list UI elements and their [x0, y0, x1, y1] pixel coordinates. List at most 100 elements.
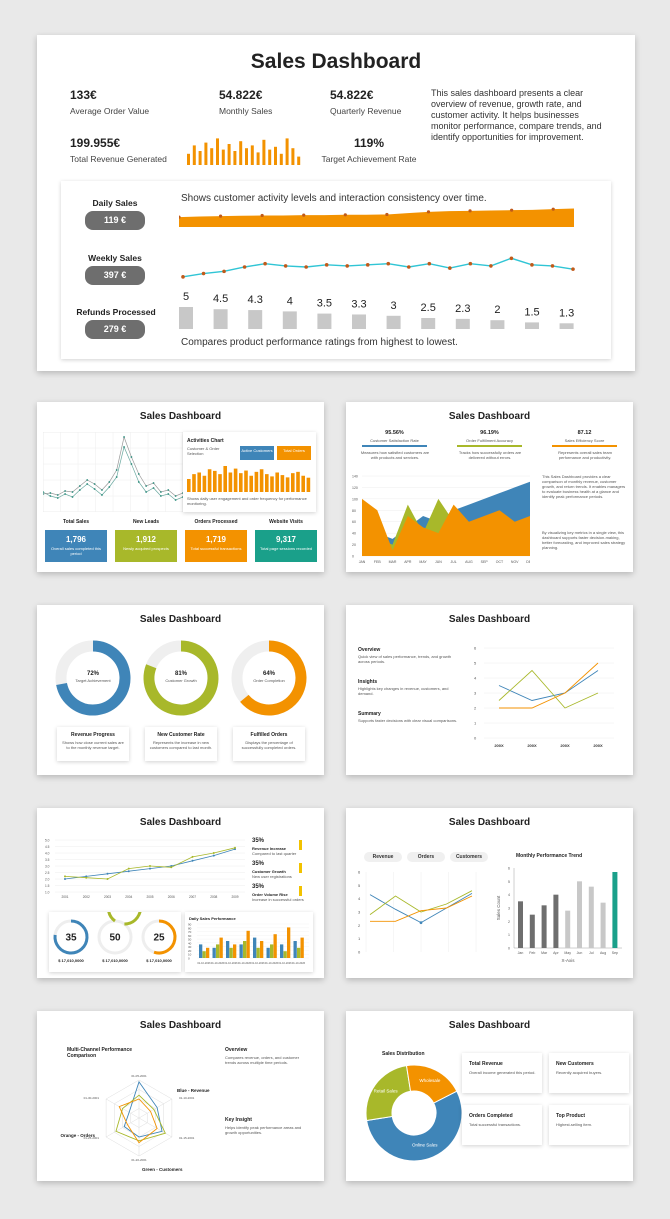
slice-label: Online Sales: [412, 1142, 438, 1147]
daily-point: [385, 212, 389, 217]
kpi-marker: [299, 840, 302, 850]
series-point: [93, 488, 96, 490]
x-label: 01-10-2026: [278, 961, 292, 965]
series-point: [85, 876, 88, 879]
stat-card: [185, 530, 247, 562]
mini-bar: [204, 142, 208, 165]
month-label: SEP: [481, 560, 489, 564]
slide-3[interactable]: Sales Dashboard 140 120 100 80 60 40 20 0 JAN FEB…: [346, 402, 633, 572]
total-orders-button[interactable]: Total Orders: [277, 446, 311, 460]
daily-sales-value: 119 €: [85, 211, 145, 230]
series-point: [145, 491, 148, 493]
slide-9[interactable]: Sales Dashboard Sales Distribution Onlin…: [346, 1011, 633, 1181]
tab-orders[interactable]: Orders: [407, 852, 445, 862]
y-tick: 0: [508, 947, 510, 951]
card-text: Highest-selling item.: [556, 1122, 593, 1127]
trend-bar: [553, 894, 559, 948]
donut-slice: [405, 1064, 458, 1104]
stat-label: New Leads: [132, 519, 160, 525]
bar: [206, 947, 210, 958]
donut-value: 72%: [87, 671, 100, 677]
card-text: Displays the percentage of successfully …: [241, 740, 297, 750]
x-label: 2005: [146, 895, 153, 899]
mini-bar: [227, 144, 231, 165]
bar: [300, 937, 304, 958]
slide-6[interactable]: Sales Dashboard 5.0 4.5 4.0 3.5 3.0 2.5 2.0 1.5…: [37, 808, 324, 978]
refund-bar: [213, 309, 228, 329]
info-card: [233, 727, 305, 761]
series-point: [86, 483, 89, 485]
y-tick: 80: [352, 509, 356, 513]
kpi-text: Compared to last quarter: [252, 851, 297, 856]
card-text: Overall income generated this period.: [469, 1070, 536, 1075]
stat-value: 9,317: [275, 535, 297, 544]
donut-arc: [240, 640, 307, 716]
slide-8[interactable]: Sales Dashboard Multi-Channel Performanc…: [37, 1011, 324, 1181]
slide-5[interactable]: Sales Dashboard 6 5 4 3 2 1 0 200X 200X 200X 200X …: [346, 605, 633, 775]
daily-caption: Shows customer activity levels and inter…: [181, 193, 487, 204]
refund-label: 3.5: [317, 298, 332, 310]
radar-date: 01-10-2001: [179, 1096, 195, 1100]
bar: [283, 951, 287, 958]
gauge-arc: [107, 912, 142, 926]
trend-bar: [588, 886, 594, 948]
tab-revenue[interactable]: Revenue: [364, 852, 402, 862]
series-point: [78, 485, 81, 487]
refund-label: 4: [287, 295, 293, 307]
slide-title: Sales Dashboard: [448, 817, 531, 828]
y-tick: 4: [358, 896, 361, 901]
donut-arc: [143, 640, 219, 716]
weekly-line: [182, 257, 574, 278]
refunds-bar-chart: 5 4.5 4.3 4 3.5 3.3 3 2.5 2.3 2 1.5 1.3: [179, 291, 574, 329]
activity-bar: [187, 479, 191, 492]
kpi-monthly-sales: 54.822€ Monthly Sales: [219, 88, 273, 116]
sales-panel: Daily Sales 119 € Shows customer activit…: [61, 181, 611, 359]
info-card: [145, 727, 217, 761]
kpi-text: Increase in successful orders: [252, 897, 304, 902]
activity-bar: [291, 473, 295, 492]
series-point: [86, 479, 89, 481]
series-point: [106, 878, 109, 880]
y-tick: 0: [352, 555, 354, 559]
x-label: 01-10-2026: [292, 961, 306, 965]
active-customers-button[interactable]: Active Customers: [240, 446, 274, 460]
slide-7[interactable]: Sales Dashboard 6 5 4 3 2 1 0 Monthly Performa…: [346, 808, 633, 978]
donut-arc: [56, 640, 131, 716]
x-label: Mar: [541, 951, 548, 955]
month-label: NOV: [511, 560, 519, 564]
daily-point: [510, 208, 514, 212]
donut-value: 64%: [263, 671, 276, 677]
slide-2[interactable]: Sales Dashboard Activities Chart Custome…: [37, 402, 324, 572]
stat-card: [115, 530, 177, 562]
line-chart: 6 5 4 3 2 1 0: [358, 870, 477, 955]
bar: [212, 947, 216, 958]
card-title: Total Revenue: [469, 1061, 503, 1067]
y-tick: 50: [188, 938, 192, 942]
slide-4[interactable]: Sales Dashboard 72% Target Achievement 81%…: [37, 605, 324, 775]
kpi-text: New user registrations: [252, 874, 292, 879]
slide-1[interactable]: Sales Dashboard 133€ Average Order Value…: [37, 35, 635, 371]
trend-bar: [529, 914, 535, 948]
mini-bar: [268, 149, 272, 165]
month-label: APR: [404, 560, 412, 564]
x-label: 200X: [494, 743, 504, 748]
daily-point: [260, 213, 264, 218]
weekly-sales-value: 397 €: [85, 266, 145, 285]
bar: [202, 951, 206, 958]
refund-label: 3: [391, 300, 397, 312]
radar-series: [115, 1094, 166, 1142]
tab-customers[interactable]: Customers: [450, 852, 488, 862]
y-tick: 4.5: [45, 845, 50, 849]
series-point: [108, 486, 111, 488]
weekly-point: [201, 271, 206, 276]
bar: [270, 944, 274, 958]
area-chart: 140 120 100 80 60 40 20 0 JAN FEB MAR APR MAY JUN JUL A…: [352, 475, 530, 564]
trend-bar: [600, 902, 606, 948]
series-point: [123, 436, 125, 438]
y-tick: 60: [188, 934, 192, 938]
month-label: AUG: [465, 560, 473, 564]
series-point: [170, 866, 173, 869]
info-card: [57, 727, 129, 761]
donut-label: Order Completion: [253, 678, 285, 683]
